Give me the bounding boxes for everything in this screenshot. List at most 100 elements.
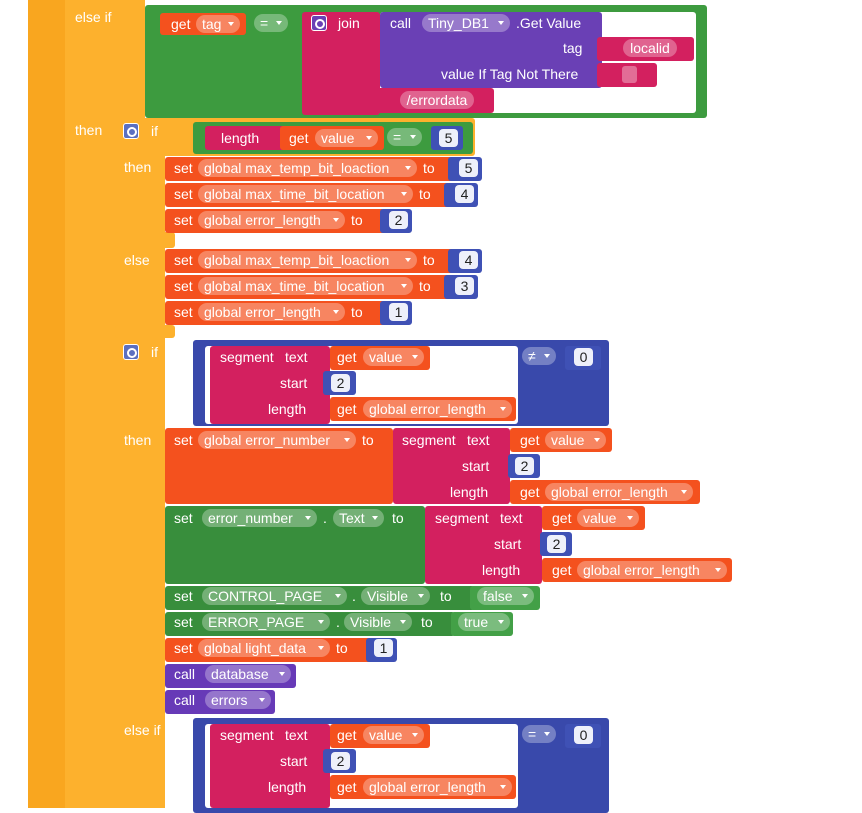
number-field[interactable]: 2 xyxy=(389,211,408,229)
dropdown[interactable]: global error_length xyxy=(198,303,345,321)
block-label: set xyxy=(174,510,193,526)
dropdown[interactable]: global error_length xyxy=(363,778,512,796)
call-block xyxy=(165,664,296,688)
number-field[interactable]: 2 xyxy=(331,752,350,770)
block-label: set xyxy=(174,588,193,604)
block-label: call xyxy=(390,15,412,31)
block-label: get xyxy=(337,779,357,795)
block-label: text xyxy=(285,349,308,365)
block-label: get xyxy=(289,130,309,146)
block-label: text xyxy=(285,727,308,743)
empty-text-field[interactable] xyxy=(622,66,637,83)
block-label: to xyxy=(362,432,374,448)
mutator-icon[interactable] xyxy=(123,123,139,139)
number-field[interactable]: 2 xyxy=(547,535,566,553)
block-label: segment xyxy=(435,510,489,526)
get-block xyxy=(542,558,732,582)
block-label: . xyxy=(336,614,340,630)
block-label: to xyxy=(419,186,431,202)
block-label: call xyxy=(174,692,196,708)
dropdown[interactable]: Tiny_DB1 xyxy=(422,14,510,32)
dropdown[interactable]: value xyxy=(315,129,378,147)
block-label: then xyxy=(124,432,152,448)
block-label: to xyxy=(423,160,435,176)
block-label: get xyxy=(552,562,572,578)
block-label: start xyxy=(280,753,308,769)
block-label: get xyxy=(171,16,191,32)
block-label: length xyxy=(450,484,489,500)
number-field[interactable]: 2 xyxy=(331,374,350,392)
dropdown[interactable]: errors xyxy=(205,691,271,709)
block-label: set xyxy=(174,160,193,176)
block-label: segment xyxy=(220,727,274,743)
segment-block xyxy=(210,724,330,808)
dropdown[interactable]: ≠ xyxy=(522,347,556,365)
block-label: else xyxy=(124,252,150,268)
number-field[interactable]: 1 xyxy=(374,639,393,657)
number-field[interactable]: 0 xyxy=(574,348,593,366)
dropdown[interactable]: global error_length xyxy=(545,483,693,501)
mutator-icon[interactable] xyxy=(123,344,139,360)
number-field[interactable]: 5 xyxy=(439,129,458,147)
dropdown[interactable]: database xyxy=(205,665,291,683)
dropdown[interactable]: error_number xyxy=(202,509,317,527)
number-field[interactable]: 4 xyxy=(455,185,474,203)
number-field[interactable]: 5 xyxy=(459,159,478,177)
dropdown[interactable]: = xyxy=(254,14,288,32)
number-field[interactable]: 2 xyxy=(515,457,534,475)
number-field[interactable]: 3 xyxy=(455,277,474,295)
block-label: to xyxy=(419,278,431,294)
block-label: text xyxy=(500,510,523,526)
dropdown[interactable]: value xyxy=(577,509,639,527)
segment-block xyxy=(425,506,542,584)
inner-if-block xyxy=(115,232,175,248)
dropdown[interactable]: global error_length xyxy=(363,400,512,418)
dropdown[interactable]: Text xyxy=(333,509,384,527)
number-field[interactable]: 0 xyxy=(574,726,593,744)
block-label: get xyxy=(552,510,572,526)
dropdown[interactable]: global error_length xyxy=(198,211,345,229)
block-label: length xyxy=(268,779,307,795)
number-field[interactable]: 4 xyxy=(459,251,478,269)
block-label: segment xyxy=(220,349,274,365)
dropdown[interactable]: CONTROL_PAGE xyxy=(202,587,347,605)
dropdown[interactable]: global max_time_bit_location xyxy=(198,277,413,295)
block-label: then xyxy=(75,122,103,138)
mutator-icon[interactable] xyxy=(311,15,327,31)
dropdown[interactable]: value xyxy=(363,348,424,366)
block-label: to xyxy=(392,510,404,526)
block-label: tag xyxy=(563,40,583,56)
dropdown[interactable]: true xyxy=(458,613,510,631)
dropdown[interactable]: value xyxy=(363,726,424,744)
dropdown[interactable]: false xyxy=(477,587,534,605)
dropdown[interactable]: global max_time_bit_location xyxy=(198,185,413,203)
dropdown[interactable]: global error_number xyxy=(198,431,356,449)
block-label: call xyxy=(174,666,196,682)
block-label: . xyxy=(352,588,356,604)
dropdown[interactable]: = xyxy=(387,128,422,146)
dropdown[interactable]: Visible xyxy=(361,587,430,605)
set-block xyxy=(165,301,385,325)
dropdown[interactable]: global error_length xyxy=(577,561,727,579)
block-label: length xyxy=(268,401,307,417)
dropdown[interactable]: tag xyxy=(196,15,240,33)
dropdown[interactable]: Visible xyxy=(344,613,412,631)
block-label: else if xyxy=(124,722,161,738)
text-field[interactable]: /errordata xyxy=(400,91,474,109)
dropdown[interactable]: global max_temp_bit_loaction xyxy=(198,159,417,177)
segment-block xyxy=(393,428,510,504)
block-label: get xyxy=(520,484,540,500)
dropdown[interactable]: ERROR_PAGE xyxy=(202,613,330,631)
component-set-block xyxy=(165,586,475,610)
get-block xyxy=(330,775,516,799)
dropdown[interactable]: global max_temp_bit_loaction xyxy=(198,251,417,269)
number-field[interactable]: 1 xyxy=(389,303,408,321)
dropdown[interactable]: global light_data xyxy=(198,639,330,657)
text-block xyxy=(597,37,694,61)
dropdown[interactable]: value xyxy=(545,431,606,449)
text-field[interactable]: localid xyxy=(623,39,677,57)
set-block xyxy=(165,638,375,662)
block-label: to xyxy=(440,588,452,604)
block-label: value If Tag Not There xyxy=(441,66,579,82)
dropdown[interactable]: = xyxy=(522,725,556,743)
